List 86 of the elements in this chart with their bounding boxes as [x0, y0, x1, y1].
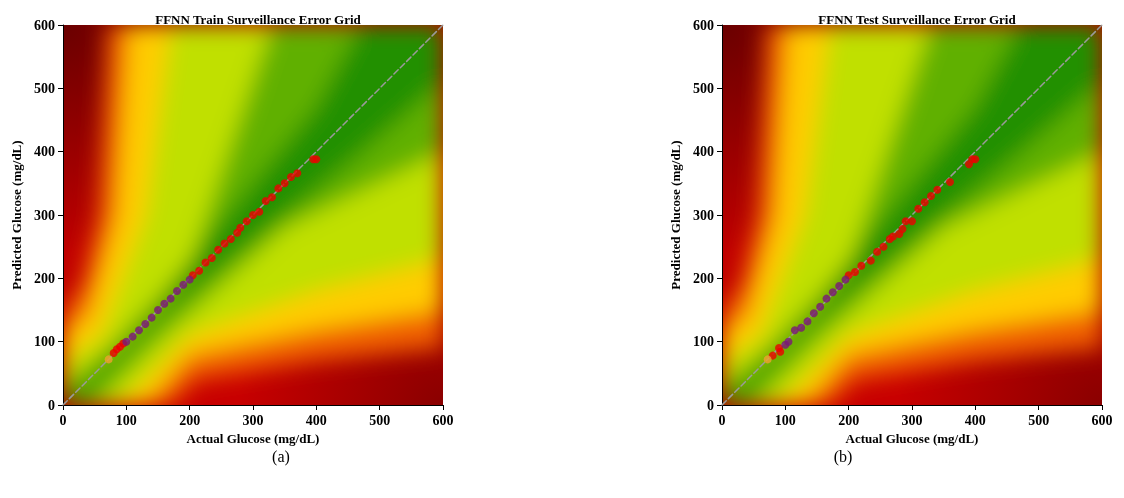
x-tick-label: 300: [901, 412, 923, 428]
point: [816, 302, 825, 311]
x-axis-title: Actual Glucose (mg/dL): [845, 430, 979, 446]
x-tick-label: 0: [718, 412, 726, 428]
point: [822, 294, 831, 303]
y-tick-label: 600: [693, 17, 714, 33]
point: [147, 313, 156, 322]
y-tick-label: 400: [693, 144, 714, 160]
point: [135, 326, 143, 335]
point: [179, 280, 188, 289]
point: [207, 254, 216, 263]
x-tick-label: 200: [179, 412, 201, 428]
point: [293, 169, 302, 178]
y-tick-label: 500: [693, 80, 714, 96]
x-tick-label: 500: [369, 412, 391, 428]
point: [280, 179, 289, 188]
point: [851, 268, 859, 276]
point: [195, 266, 204, 275]
x-tick-label: 500: [1028, 412, 1050, 428]
point: [242, 217, 251, 226]
point: [236, 223, 245, 232]
point: [220, 239, 229, 248]
point: [898, 224, 907, 233]
point: [763, 355, 772, 364]
point: [141, 319, 150, 328]
point: [166, 294, 175, 303]
point: [841, 275, 850, 284]
y-tick-label: 600: [34, 17, 55, 33]
x-tick-label: 200: [838, 412, 860, 428]
point: [776, 347, 785, 356]
y-tick-label: 100: [34, 334, 55, 350]
x-axis-title: Actual Glucose (mg/dL): [186, 430, 320, 446]
point: [873, 247, 882, 256]
x-tick-label: 600: [1091, 412, 1113, 428]
point: [104, 355, 113, 364]
point: [828, 288, 837, 297]
point: [268, 193, 276, 202]
point: [790, 326, 799, 335]
point: [866, 256, 875, 265]
y-tick-label: 100: [693, 334, 714, 350]
point: [249, 211, 257, 219]
text: (b): [833, 447, 853, 466]
x-tick-label: 400: [964, 412, 986, 428]
point: [927, 192, 935, 200]
y-axis-title: Predicted Glucose (mg/dL): [9, 140, 25, 290]
point: [287, 173, 295, 181]
point: [933, 185, 942, 194]
y-tick-label: 400: [34, 144, 55, 160]
chart-title: FFNN Test Surveillance Error Grid: [818, 12, 1017, 27]
chart-title: FFNN Train Surveillance Error Grid: [155, 12, 362, 27]
point: [803, 317, 812, 326]
point: [797, 323, 806, 332]
point: [274, 184, 283, 193]
x-tick-label: 100: [774, 412, 796, 428]
point: [160, 299, 169, 308]
point: [908, 217, 916, 226]
x-tick-label: 600: [432, 412, 454, 428]
x-tick-label: 300: [242, 412, 264, 428]
y-tick-label: 200: [34, 270, 55, 286]
y-tick-label: 300: [693, 207, 714, 223]
point: [214, 245, 223, 254]
x-tick-label: 400: [305, 412, 327, 428]
point: [261, 197, 270, 206]
point: [809, 309, 818, 318]
y-tick-label: 200: [693, 270, 714, 286]
point: [201, 258, 210, 267]
y-tick-label: 0: [707, 397, 714, 413]
point: [173, 287, 181, 295]
point: [154, 306, 162, 314]
y-tick-label: 0: [48, 397, 55, 413]
point: [946, 178, 954, 187]
point: [835, 281, 844, 290]
y-tick-label: 300: [34, 207, 55, 223]
y-tick-label: 500: [34, 80, 55, 96]
x-tick-label: 0: [59, 412, 67, 428]
point: [914, 204, 923, 213]
point: [128, 332, 137, 341]
point: [185, 275, 194, 284]
y-axis-title: Predicted Glucose (mg/dL): [668, 140, 684, 290]
x-tick-label: 100: [115, 412, 137, 428]
point: [226, 235, 235, 244]
point: [857, 261, 866, 270]
point: [255, 207, 264, 216]
text: (a): [272, 447, 290, 466]
point: [879, 242, 888, 251]
point: [920, 198, 929, 207]
